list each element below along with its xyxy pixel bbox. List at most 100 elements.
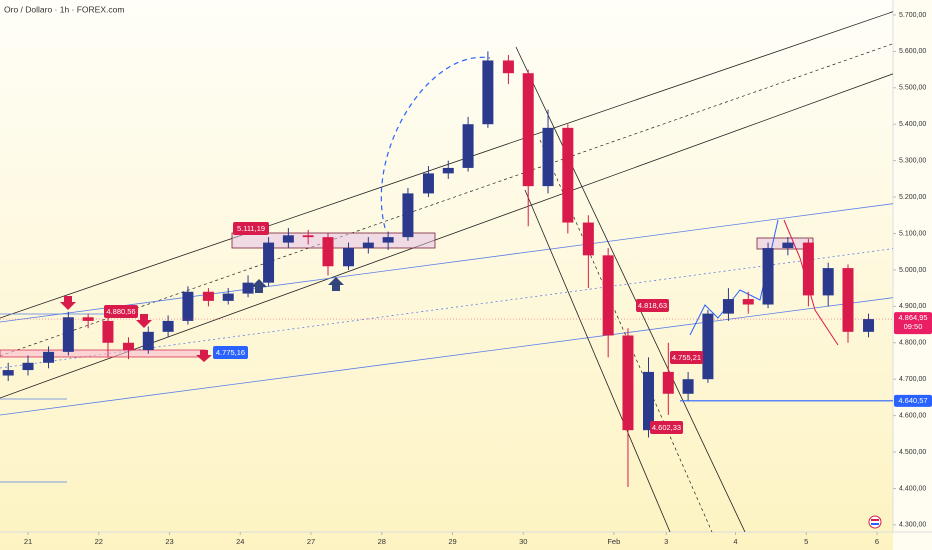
candle-body bbox=[102, 320, 114, 343]
candle-body bbox=[682, 379, 694, 394]
y-tick-label: 5.400,00 bbox=[899, 121, 926, 128]
candle-body bbox=[582, 222, 594, 256]
candle-body bbox=[742, 299, 754, 305]
x-tick-label: 5 bbox=[804, 537, 808, 546]
price-tag bbox=[894, 312, 932, 335]
y-tick-label: 4.500,00 bbox=[899, 449, 926, 456]
candle-body bbox=[62, 317, 74, 352]
y-tick-label: 5.700,00 bbox=[899, 12, 926, 19]
annotation: 4.755,21 bbox=[672, 353, 701, 362]
trend-line bbox=[0, 11, 893, 319]
price-tag-label: 4.640,57 bbox=[898, 396, 927, 405]
annotation: 4.880,56 bbox=[106, 307, 135, 316]
trend-line bbox=[515, 46, 746, 532]
x-tick-label: 28 bbox=[378, 537, 386, 546]
annotation: 5.111,19 bbox=[237, 224, 265, 233]
y-tick-label: 4.400,00 bbox=[899, 485, 926, 492]
candle-body bbox=[2, 370, 14, 376]
candle-body bbox=[22, 362, 34, 371]
annotation: 4.602,33 bbox=[652, 423, 681, 432]
candle-body bbox=[662, 371, 674, 394]
x-tick-label: Feb bbox=[607, 537, 620, 546]
arrow-down bbox=[196, 350, 212, 362]
trend-line bbox=[0, 203, 893, 323]
candle-body bbox=[222, 293, 234, 301]
candle-body bbox=[302, 235, 314, 238]
y-tick-label: 4.300,00 bbox=[899, 522, 926, 529]
x-tick-label: 6 bbox=[875, 537, 879, 546]
zone bbox=[0, 349, 206, 358]
candle-body bbox=[43, 351, 55, 363]
annotation-box bbox=[636, 299, 669, 312]
y-tick-label: 5.000,00 bbox=[899, 267, 926, 274]
trend-line bbox=[539, 139, 713, 532]
y-tick-label: 5.200,00 bbox=[899, 194, 926, 201]
candle-body bbox=[562, 127, 574, 223]
trend-line bbox=[524, 189, 671, 532]
candle-body bbox=[502, 60, 514, 74]
annotation-box bbox=[104, 305, 138, 318]
x-tick-label: 22 bbox=[95, 537, 103, 546]
zone bbox=[231, 232, 436, 249]
x-tick-label: 23 bbox=[165, 537, 173, 546]
price-tag bbox=[894, 394, 932, 407]
candle-body bbox=[122, 342, 134, 351]
annotation-box bbox=[233, 222, 269, 235]
x-tick-label: 4 bbox=[733, 537, 737, 546]
y-tick-label: 5.100,00 bbox=[899, 230, 926, 237]
annotation: 4.775,16 bbox=[216, 348, 245, 357]
candle-body bbox=[842, 268, 854, 332]
candle-body bbox=[442, 167, 454, 174]
candle-body bbox=[382, 237, 394, 243]
x-tick-label: 24 bbox=[236, 537, 244, 546]
candle-body bbox=[263, 242, 275, 283]
candle-body bbox=[462, 124, 474, 168]
annotation-box bbox=[213, 346, 248, 359]
candle-body bbox=[182, 291, 194, 321]
arrow-up bbox=[251, 279, 267, 293]
candle-body bbox=[202, 291, 214, 301]
arrow-up bbox=[328, 277, 344, 291]
annotation-box bbox=[670, 351, 703, 364]
candle-body bbox=[622, 335, 634, 431]
candle-body bbox=[782, 242, 794, 249]
price-tag-label: 4.864,95 bbox=[898, 313, 927, 322]
candle-body bbox=[702, 313, 714, 380]
y-tick-label: 5.600,00 bbox=[899, 48, 926, 55]
candle-body bbox=[322, 237, 334, 267]
x-tick-label: 21 bbox=[24, 537, 32, 546]
y-tick-label: 5.500,00 bbox=[899, 85, 926, 92]
candle-body bbox=[722, 299, 734, 314]
candle-body bbox=[362, 242, 374, 249]
candle-body bbox=[542, 127, 554, 187]
chart-title: Oro / Dollaro · 1h · FOREX.com bbox=[4, 4, 124, 14]
annotation: 4.818,63 bbox=[638, 301, 667, 310]
price-axis-bg bbox=[893, 0, 932, 550]
candle-body bbox=[522, 73, 534, 187]
x-tick-label: 3 bbox=[664, 537, 668, 546]
x-tick-label: 29 bbox=[448, 537, 456, 546]
candle-body bbox=[82, 317, 94, 321]
arrow-down bbox=[136, 314, 152, 328]
y-tick-label: 4.800,00 bbox=[899, 340, 926, 347]
trend-line bbox=[0, 297, 893, 416]
candle-body bbox=[402, 193, 414, 238]
logo bbox=[868, 515, 882, 529]
candle-body bbox=[142, 331, 154, 351]
candle-body bbox=[762, 248, 774, 305]
trend-line bbox=[0, 43, 893, 357]
y-tick-label: 4.900,00 bbox=[899, 303, 926, 310]
candle-body bbox=[642, 371, 654, 431]
annotation-box bbox=[650, 421, 683, 434]
y-tick-label: 4.700,00 bbox=[899, 376, 926, 383]
candle-body bbox=[602, 255, 614, 336]
candle-body bbox=[343, 248, 355, 267]
x-tick-label: 30 bbox=[519, 537, 527, 546]
y-tick-label: 5.300,00 bbox=[899, 157, 926, 164]
candle-body bbox=[863, 319, 875, 332]
candles bbox=[2, 51, 875, 488]
projection-arc bbox=[380, 56, 491, 229]
x-tick-label: 27 bbox=[307, 537, 315, 546]
